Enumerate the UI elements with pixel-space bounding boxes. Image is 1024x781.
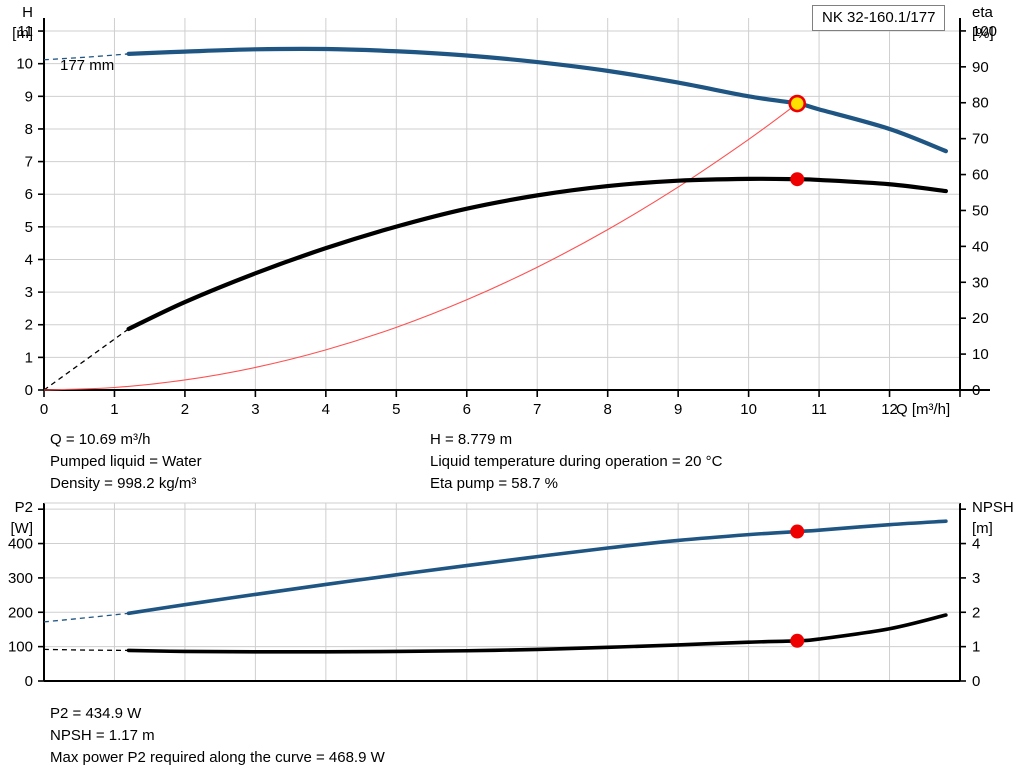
x-axis-label: Q [m³/h] (896, 401, 950, 418)
info-head: H = 8.779 m (430, 431, 513, 448)
right-axis-tick-label: 50 (972, 202, 989, 219)
x-axis-tick-label: 9 (674, 401, 682, 418)
x-axis-tick-label: 5 (392, 401, 400, 418)
right-axis-tick-label: 70 (972, 131, 989, 148)
left-axis-tick-label: 300 (8, 570, 33, 587)
bottom-chart-tick-labels: 0 100 200 300 400 P2 [W] 0 1 2 3 4 NPSH [m] (8, 499, 1014, 690)
bottom-chart-curves (43, 519, 948, 654)
left-axis-tick-label: 1 (25, 349, 33, 366)
left-axis-tick-label: 2 (25, 317, 33, 334)
power-curve-extrapolation (43, 612, 129, 623)
left-axis-tick-label: 200 (8, 604, 33, 621)
left-axis-tick-label: 0 (25, 673, 33, 690)
top-chart-tick-labels: 01234567891011H[m]0102030405060708090100… (12, 4, 997, 418)
right-axis-name: NPSH (972, 499, 1014, 516)
left-axis-tick-label: 5 (25, 219, 33, 236)
head-curve (126, 46, 949, 154)
efficiency-curve (126, 176, 949, 332)
npsh-curve-extrapolation (43, 648, 129, 652)
x-axis-tick-label: 12 (881, 401, 898, 418)
left-axis-tick-label: 9 (25, 88, 33, 105)
right-axis-tick-label: 60 (972, 167, 989, 184)
x-axis-tick-label: 6 (463, 401, 471, 418)
top-chart-gridlines (44, 18, 960, 391)
info-liquid: Pumped liquid = Water (50, 453, 202, 470)
left-axis-tick-label: 10 (16, 56, 33, 73)
power-npsh-chart: 0 100 200 300 400 P2 [W] 0 1 2 3 4 NPSH [m] (0, 495, 1024, 695)
x-axis-tick-label: 0 (40, 401, 48, 418)
info-flow: Q = 10.69 m³/h (50, 431, 151, 448)
duty-point-info-left: Q = 10.69 m³/h Pumped liquid = Water Den… (50, 429, 202, 495)
left-axis-tick-label: 0 (25, 382, 33, 399)
x-axis-tick-label: 2 (181, 401, 189, 418)
power-npsh-svg: 0 100 200 300 400 P2 [W] 0 1 2 3 4 NPSH [m] (8, 499, 1014, 690)
info-density: Density = 998.2 kg/m³ (50, 475, 197, 492)
right-axis-tick-label: 30 (972, 274, 989, 291)
bottom-chart-axes (38, 502, 966, 682)
x-axis-tick-label: 10 (740, 401, 757, 418)
left-axis-tick-label: 100 (8, 639, 33, 656)
system-curve (43, 103, 798, 391)
head-efficiency-chart: 0 1 2 3 4 5 6 7 8 9 10 11 H [m] 0 10 20 30 40 50 60 70 80 90 100… (12, 4, 997, 418)
info-max-power: Max power P2 required along the curve = … (50, 749, 385, 766)
right-axis-tick-label: 80 (972, 95, 989, 112)
x-axis-tick-label: 3 (251, 401, 259, 418)
head-curve-extrapolation (43, 53, 129, 61)
info-eta-pump: Eta pump = 58.7 % (430, 475, 558, 492)
right-axis-tick-label: 10 (972, 346, 989, 363)
info-temperature: Liquid temperature during operation = 20… (430, 453, 723, 470)
left-axis-tick-label: 8 (25, 121, 33, 138)
impeller-diameter-label: 177 mm (60, 57, 114, 74)
right-axis-unit: [m] (972, 520, 993, 537)
duty-point-info-right: H = 8.779 m Liquid temperature during op… (430, 429, 722, 495)
info-p2: P2 = 434.9 W (50, 705, 142, 722)
top-chart-curves (43, 46, 949, 391)
right-axis-tick-label: 20 (972, 310, 989, 327)
efficiency-duty-point-marker (790, 172, 805, 187)
left-axis-tick-label: 400 (8, 536, 33, 553)
left-axis-name: H (22, 4, 33, 21)
npsh-duty-point-marker (790, 633, 805, 648)
right-axis-name: eta (972, 4, 994, 21)
left-axis-tick-label: 7 (25, 154, 33, 171)
right-axis-tick-label: 0 (972, 673, 980, 690)
right-axis-tick-label: 2 (972, 604, 980, 621)
power-duty-point-marker (790, 524, 805, 539)
right-axis-tick-label: 90 (972, 59, 989, 76)
left-axis-tick-label: 11 (17, 23, 33, 40)
head-efficiency-svg: 01234567891011H[m]0102030405060708090100… (12, 4, 997, 418)
info-npsh: NPSH = 1.17 m (50, 727, 155, 744)
efficiency-curve-extrapolation (43, 328, 129, 391)
head-duty-point-marker (788, 94, 807, 113)
x-axis-tick-label: 7 (533, 401, 541, 418)
right-axis-tick-label: 4 (972, 536, 980, 553)
right-axis-tick-label: 0 (972, 382, 980, 399)
left-axis-tick-label: 3 (25, 284, 33, 301)
left-axis-unit: [W] (11, 520, 34, 537)
left-axis-tick-label: 6 (25, 186, 33, 203)
power-npsh-info: P2 = 434.9 W NPSH = 1.17 m Max power P2 … (50, 703, 385, 769)
x-axis-tick-label: 11 (811, 401, 827, 418)
x-axis-tick-label: 4 (322, 401, 330, 418)
right-axis-tick-label: 1 (972, 639, 980, 656)
top-chart-axes (38, 18, 990, 397)
x-axis-tick-label: 8 (604, 401, 612, 418)
right-axis-tick-label: 40 (972, 238, 989, 255)
right-axis-tick-label: 3 (972, 570, 980, 587)
pump-model-title: NK 32-160.1/177 (812, 5, 946, 31)
right-axis-tick-label: 100 (972, 23, 997, 40)
power-curve (126, 519, 948, 616)
right-axis-unit: [%] (972, 25, 994, 42)
x-axis-tick-label: 1 (110, 401, 118, 418)
left-axis-unit: [m] (12, 25, 33, 42)
npsh-curve (126, 613, 948, 654)
left-axis-tick-label: 4 (25, 251, 33, 268)
left-axis-name: P2 (15, 499, 33, 516)
